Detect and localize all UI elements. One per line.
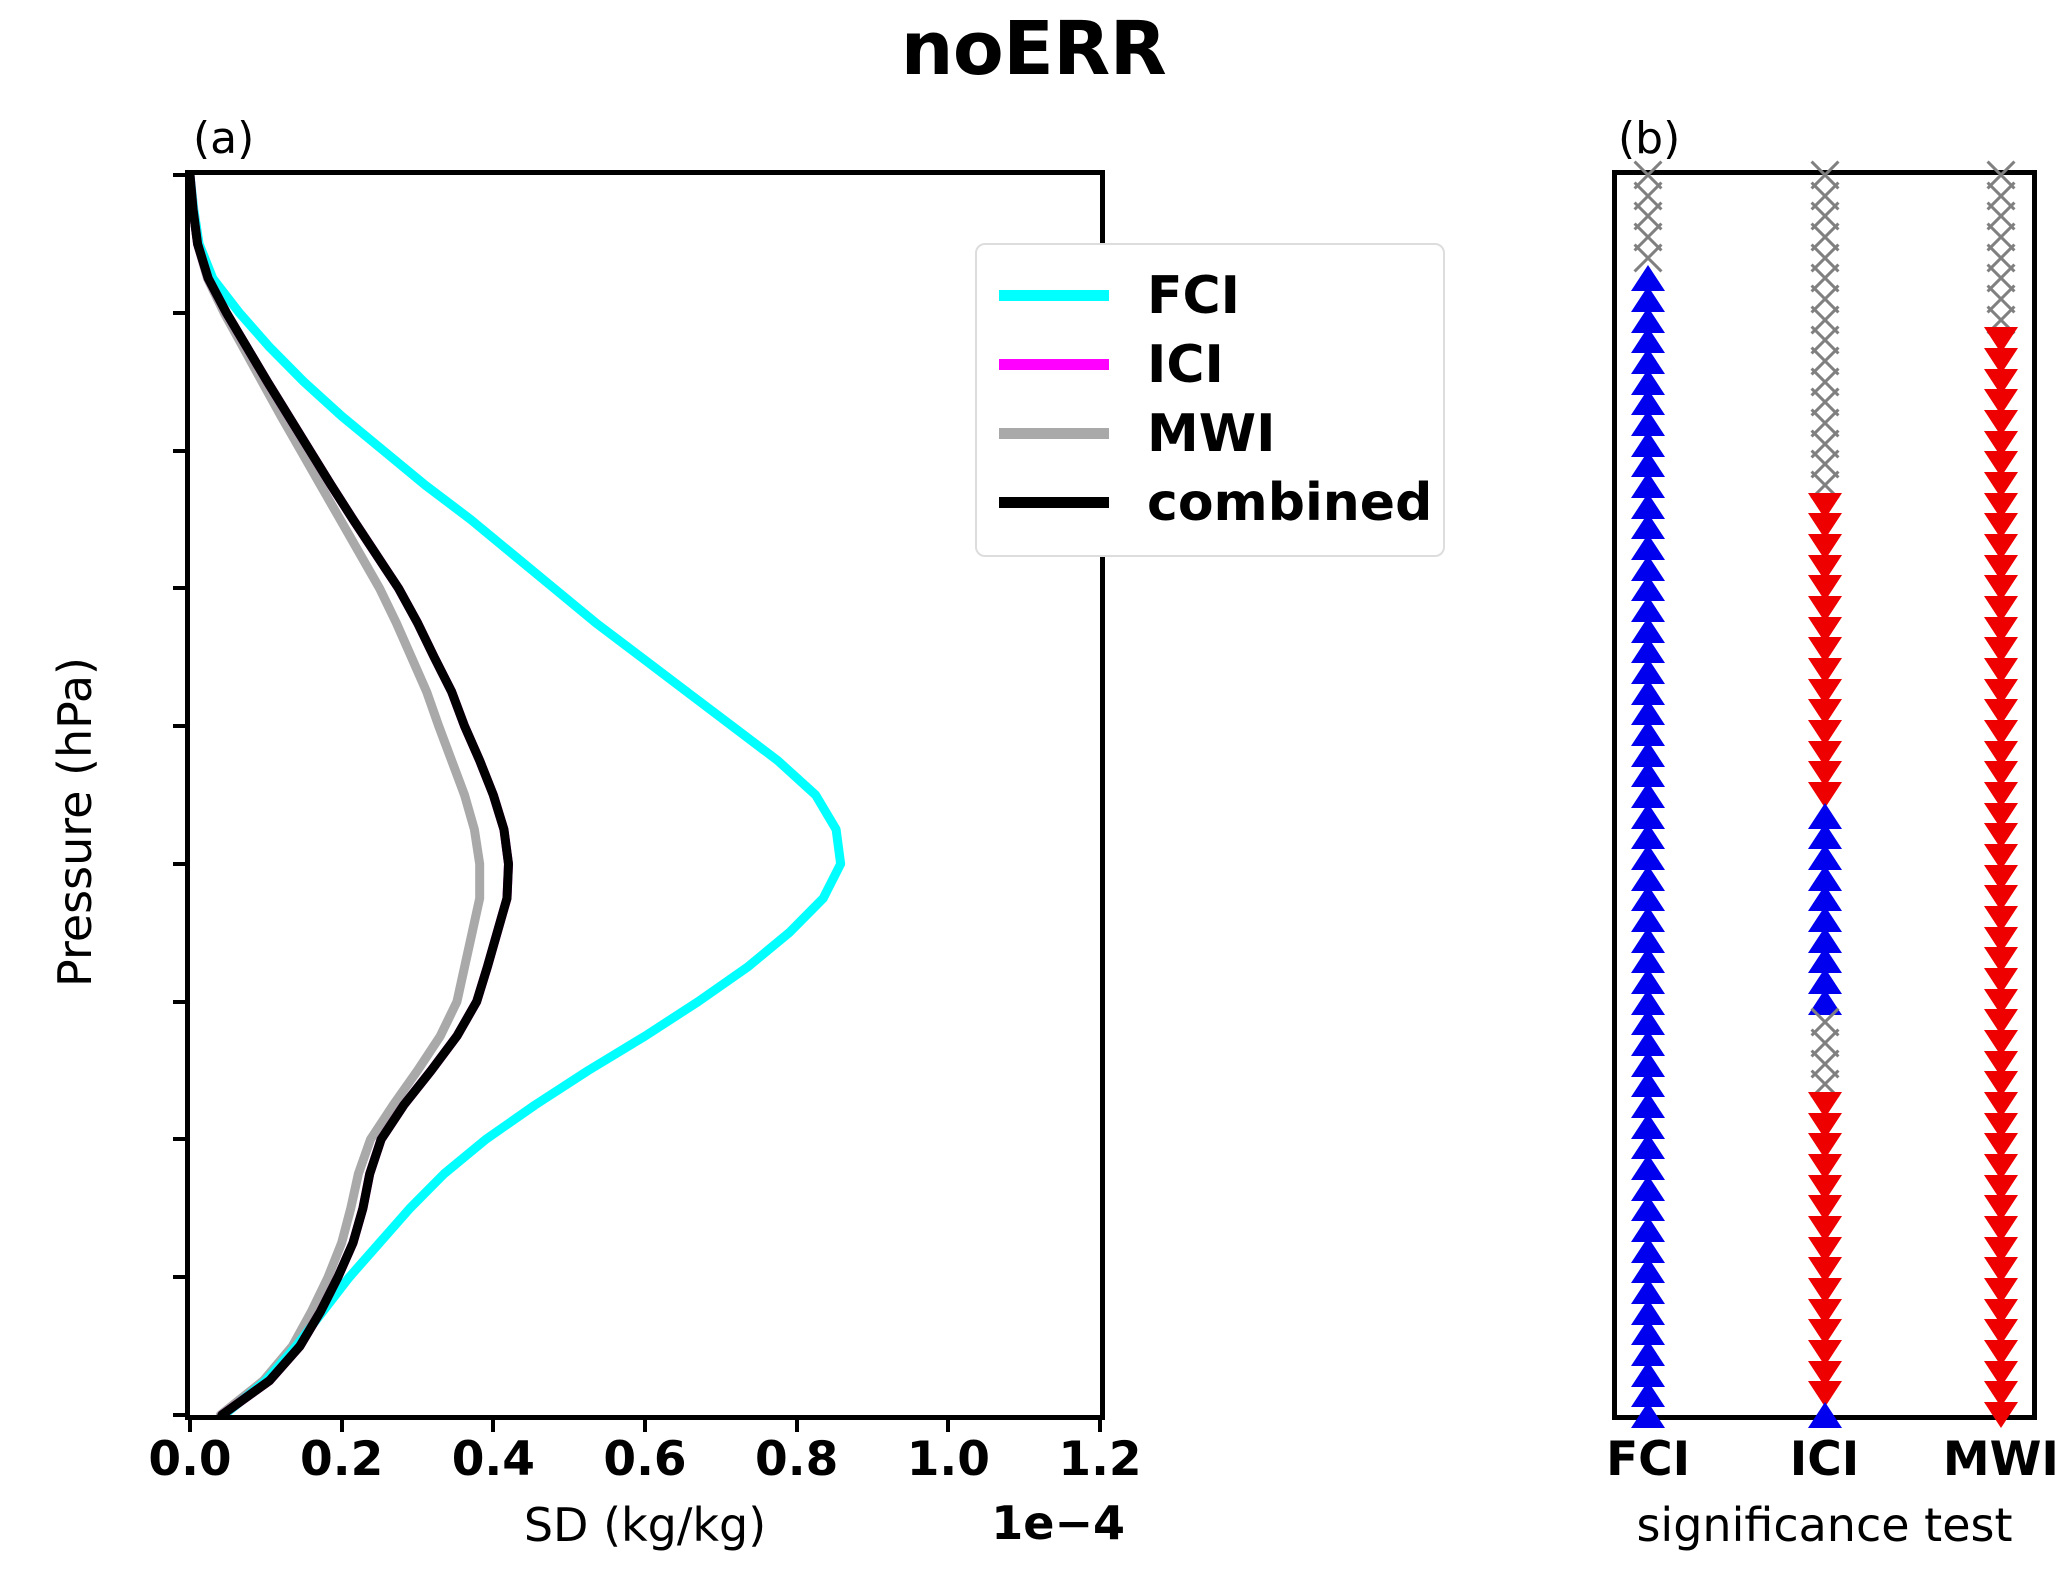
- y-tick-mark: [173, 999, 185, 1004]
- y-tick-mark: [173, 724, 185, 729]
- legend-color-swatch: [999, 359, 1109, 370]
- legend-item-label: ICI: [1147, 334, 1224, 395]
- significance-column-ici: [1795, 175, 1855, 1428]
- legend-item[interactable]: FCI: [999, 261, 1421, 330]
- y-tick-mark: [173, 1137, 185, 1142]
- legend-item[interactable]: ICI: [999, 330, 1421, 399]
- significance-category-label: FCI: [1606, 1432, 1691, 1487]
- x-axis-exponent: 1e−4: [991, 1496, 1125, 1550]
- x-tick-mark: [1098, 1420, 1102, 1432]
- x-tick-label: 0.4: [451, 1432, 535, 1487]
- x-axis-label: SD (kg/kg): [523, 1498, 767, 1552]
- x-tick-mark: [491, 1420, 496, 1432]
- x-tick-mark: [188, 1420, 192, 1432]
- legend-item[interactable]: combined: [999, 468, 1432, 537]
- significance-column-mwi: [1971, 175, 2031, 1428]
- significance-marker-up-triangle: [1807, 1402, 1842, 1428]
- legend-color-swatch: [999, 497, 1109, 508]
- panel-b-label: (b): [1618, 113, 1681, 164]
- y-tick-mark: [173, 586, 185, 591]
- y-tick-mark: [173, 1275, 185, 1280]
- x-tick-mark: [946, 1420, 951, 1432]
- legend-item-label: combined: [1147, 472, 1433, 533]
- x-tick-mark: [794, 1420, 799, 1432]
- y-tick-mark: [173, 448, 185, 453]
- x-tick-mark: [339, 1420, 344, 1432]
- legend-item-label: MWI: [1147, 403, 1276, 464]
- x-tick-label: 1.2: [1058, 1432, 1142, 1487]
- panel-a-label: (a): [193, 113, 255, 164]
- legend: FCI ICI MWI combined: [975, 243, 1445, 557]
- legend-color-swatch: [999, 428, 1109, 439]
- x-tick-label: 0.0: [148, 1432, 232, 1487]
- x-tick-label: 0.6: [603, 1432, 687, 1487]
- significance-marker-up-triangle: [1631, 1402, 1666, 1428]
- y-tick-mark: [173, 861, 185, 866]
- significance-axis-label: significance test: [1636, 1498, 2013, 1552]
- y-tick-mark: [173, 1413, 185, 1417]
- significance-category-label: MWI: [1942, 1432, 2059, 1487]
- x-tick-label: 0.2: [300, 1432, 384, 1487]
- x-tick-label: 0.8: [755, 1432, 839, 1487]
- x-tick-label: 1.0: [906, 1432, 990, 1487]
- profile-curves: [190, 175, 846, 1415]
- series-line-mwi: [190, 175, 485, 1415]
- significance-column-fci: [1618, 175, 1678, 1428]
- significance-category-label: ICI: [1789, 1432, 1860, 1487]
- legend-color-swatch: [999, 290, 1109, 301]
- y-tick-mark: [173, 173, 185, 177]
- significance-marker-down-triangle: [1983, 1402, 2018, 1428]
- legend-item[interactable]: MWI: [999, 399, 1421, 468]
- y-axis-label: Pressure (hPa): [48, 657, 102, 987]
- series-line-combined: [190, 175, 513, 1415]
- x-tick-mark: [643, 1420, 647, 1432]
- y-tick-mark: [173, 310, 185, 315]
- significance-test-panel: [1612, 170, 2037, 1428]
- profile-plot-panel: [185, 170, 1105, 1420]
- legend-item-label: FCI: [1147, 265, 1241, 326]
- series-line-fci: [190, 175, 846, 1415]
- figure-title: noERR: [900, 6, 1167, 92]
